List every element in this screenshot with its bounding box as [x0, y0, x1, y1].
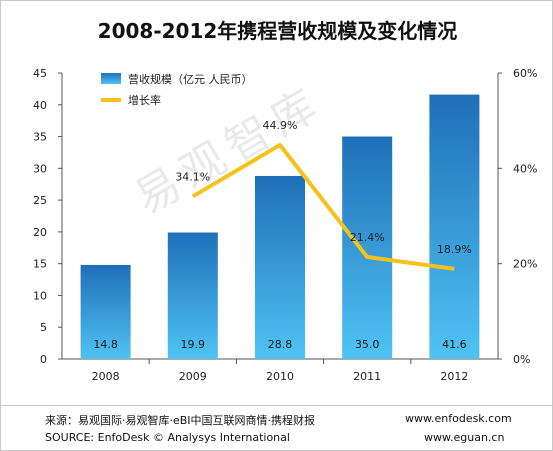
left-tick-label: 40 [33, 99, 47, 112]
footer-site-eguan: www.eguan.cn [424, 431, 505, 444]
right-tick-label: 60% [513, 67, 537, 80]
left-tick-label: 10 [33, 289, 47, 302]
x-tick-label: 2009 [179, 370, 207, 383]
legend-bar-swatch [101, 73, 121, 84]
x-tick-label: 2008 [92, 370, 120, 383]
footer: 来源：易观国际·易观智库·eBI中国互联网商情·携程财报 www.enfodes… [1, 405, 552, 450]
revenue-bar [255, 175, 305, 359]
legend-revenue-label: 营收规模（亿元 人民币） [128, 72, 253, 86]
revenue-bar-label: 14.8 [93, 338, 118, 351]
revenue-bar-label: 19.9 [181, 338, 206, 351]
left-tick-label: 15 [33, 258, 47, 271]
right-tick-label: 0% [513, 353, 530, 366]
x-tick-label: 2010 [266, 370, 294, 383]
right-tick-label: 20% [513, 258, 537, 271]
right-tick-label: 40% [513, 162, 537, 175]
growth-rate-label: 18.9% [437, 243, 472, 256]
chart-title: 2008-2012年携程营收规模及变化情况 [97, 19, 458, 43]
revenue-bar-label: 41.6 [442, 338, 467, 351]
footer-source-en: SOURCE: EnfoDesk © Analysys Internationa… [45, 431, 290, 444]
footer-site-enfodesk: www.enfodesk.com [405, 412, 512, 425]
growth-rate-line [191, 142, 455, 271]
left-tick-label: 25 [33, 194, 47, 207]
revenue-bar [342, 136, 393, 359]
revenue-bar [80, 264, 131, 359]
left-tick-label: 35 [33, 131, 47, 144]
revenue-bar [167, 232, 218, 359]
revenue-bar-label: 35.0 [355, 338, 380, 351]
x-tick-label: 2011 [353, 370, 381, 383]
growth-rate-label: 34.1% [175, 170, 210, 183]
left-tick-label: 20 [33, 226, 47, 239]
revenue-bar-label: 28.8 [268, 338, 293, 351]
revenue-bar [429, 94, 480, 359]
growth-rate-label: 44.9% [263, 119, 298, 132]
left-tick-label: 0 [40, 353, 47, 366]
growth-rate-label: 21.4% [350, 231, 385, 244]
legend-growth-label: 增长率 [128, 93, 161, 107]
left-tick-label: 45 [33, 67, 47, 80]
left-tick-label: 30 [33, 162, 47, 175]
left-tick-label: 5 [40, 321, 47, 334]
revenue-growth-chart: 0 5 10 15 20 25 30 35 40 45 0% 20% 40% 60% 2008 2009 201… [33, 67, 537, 383]
x-tick-label: 2012 [440, 370, 468, 383]
footer-source-cn: 来源：易观国际·易观智库·eBI中国互联网商情·携程财报 [45, 414, 316, 427]
